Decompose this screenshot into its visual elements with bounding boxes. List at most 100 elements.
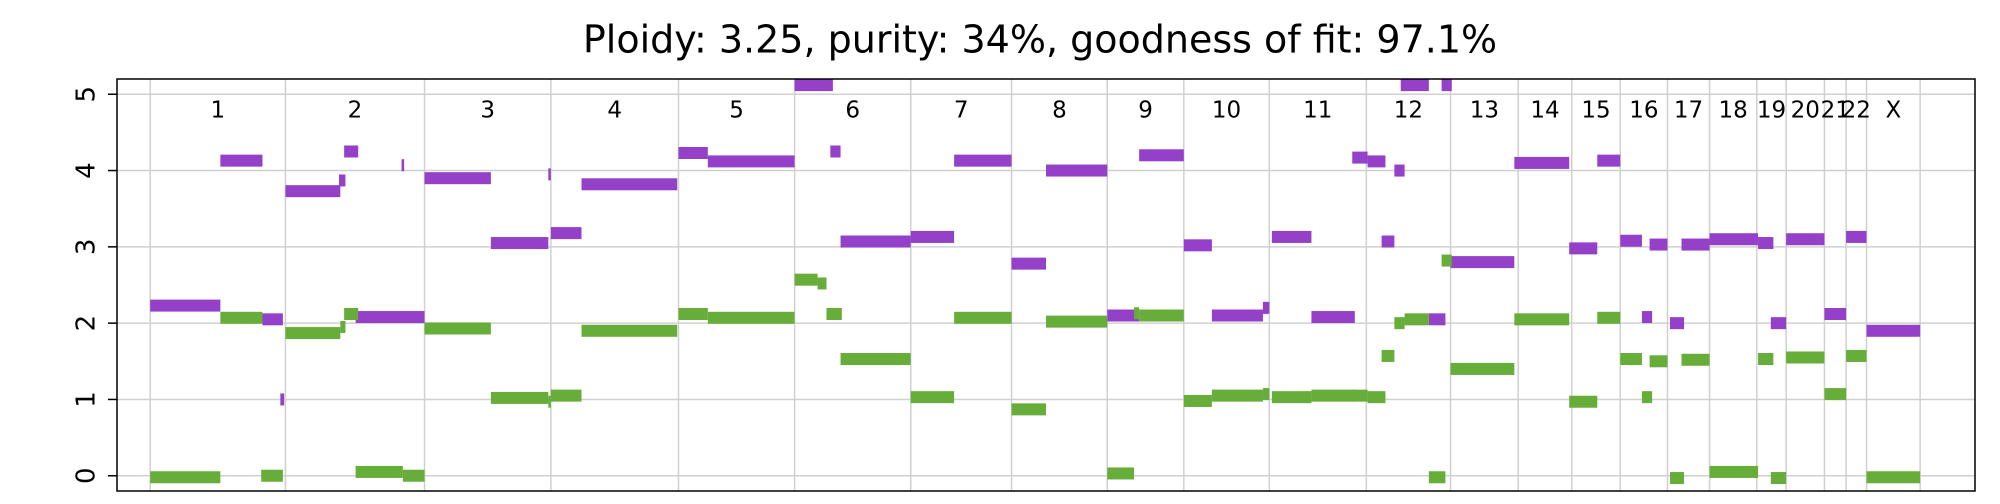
segment: [840, 235, 911, 248]
chromosome-label: 4: [607, 98, 622, 124]
segment: [1450, 362, 1515, 375]
segment: [150, 299, 221, 312]
chromosome-label: 17: [1674, 98, 1703, 124]
segment: [1866, 324, 1921, 337]
segment: [339, 174, 346, 187]
segment: [150, 471, 221, 484]
chart-title: Ploidy: 3.25, purity: 34%, goodness of f…: [583, 18, 1497, 62]
segment: [1211, 389, 1263, 402]
segment: [581, 324, 678, 337]
segment: [1514, 156, 1570, 169]
segment: [1183, 394, 1212, 407]
segment: [678, 307, 708, 320]
chromosome-label: 15: [1581, 98, 1610, 124]
segment: [1770, 317, 1787, 330]
segment: [1381, 349, 1395, 362]
segment: [826, 307, 842, 320]
segment: [1134, 307, 1140, 320]
segment: [550, 389, 582, 402]
segment: [830, 145, 841, 158]
chromosome-label: 10: [1212, 98, 1241, 124]
segment: [1107, 467, 1135, 480]
chromosome-label: 21: [1821, 98, 1850, 124]
chromosome-label: 8: [1052, 98, 1067, 124]
y-tick-label: 2: [72, 315, 102, 332]
segment: [280, 393, 285, 406]
segment: [1514, 313, 1570, 326]
chromosome-label: 6: [845, 98, 860, 124]
chromosome-label: 11: [1303, 98, 1332, 124]
segment: [1620, 234, 1642, 247]
segment: [1569, 395, 1598, 408]
segment: [1649, 355, 1668, 368]
segment: [910, 230, 955, 243]
segment: [1709, 465, 1759, 478]
chromosome-label: 1: [210, 98, 225, 124]
segment: [1786, 233, 1825, 246]
segment: [1046, 164, 1108, 177]
segment: [1262, 301, 1270, 314]
segment: [1846, 230, 1867, 243]
chromosome-label: 18: [1719, 98, 1748, 124]
segment: [1367, 391, 1386, 404]
chromosome-label: 12: [1394, 98, 1423, 124]
segment: [1381, 235, 1395, 248]
segment: [1139, 149, 1184, 162]
segment: [1670, 472, 1685, 485]
segment: [1271, 391, 1312, 404]
segment: [794, 79, 833, 92]
segment: [1404, 313, 1429, 326]
chromosome-label: 19: [1757, 98, 1786, 124]
segment: [490, 391, 549, 404]
segment: [1428, 313, 1446, 326]
segment: [1866, 471, 1921, 484]
chromosome-label: 7: [954, 98, 969, 124]
y-tick-label: 1: [72, 391, 102, 408]
segment: [1367, 155, 1386, 168]
y-tick-label: 0: [72, 467, 102, 484]
segment: [817, 277, 827, 290]
y-tick-label: 4: [72, 162, 102, 179]
segment: [1262, 388, 1270, 401]
segment: [285, 327, 341, 340]
segment: [490, 237, 549, 250]
segment: [794, 273, 818, 286]
segment: [355, 465, 403, 478]
segment: [954, 154, 1012, 167]
y-tick-label: 3: [72, 239, 102, 256]
segment: [261, 469, 283, 482]
segment: [954, 311, 1012, 324]
segment: [1681, 238, 1710, 251]
segment: [1428, 471, 1446, 484]
segment: [424, 172, 491, 185]
segments: [150, 79, 1921, 485]
segment: [1011, 403, 1046, 416]
chromosome-label: X: [1885, 98, 1901, 124]
segment: [550, 227, 582, 240]
chromosome-label: 16: [1629, 98, 1658, 124]
segment: [1183, 239, 1212, 252]
segment: [910, 391, 955, 404]
segment: [1758, 237, 1774, 250]
segment: [1311, 389, 1355, 402]
segment: [1641, 391, 1653, 404]
segment: [262, 313, 283, 326]
segment: [548, 395, 551, 408]
segment: [1846, 349, 1867, 362]
segment: [1352, 389, 1368, 402]
segment: [1139, 309, 1184, 322]
segment: [581, 178, 678, 191]
segment: [1441, 79, 1452, 92]
segment: [1569, 242, 1598, 255]
segment: [840, 353, 911, 366]
segment: [678, 147, 708, 160]
segment: [285, 185, 341, 198]
segment: [1400, 79, 1429, 92]
segment: [707, 311, 795, 324]
segment: [355, 311, 425, 324]
segment: [1641, 311, 1653, 324]
chromosome-label: 2: [348, 98, 363, 124]
segment: [1824, 307, 1847, 320]
segment: [1670, 317, 1685, 330]
